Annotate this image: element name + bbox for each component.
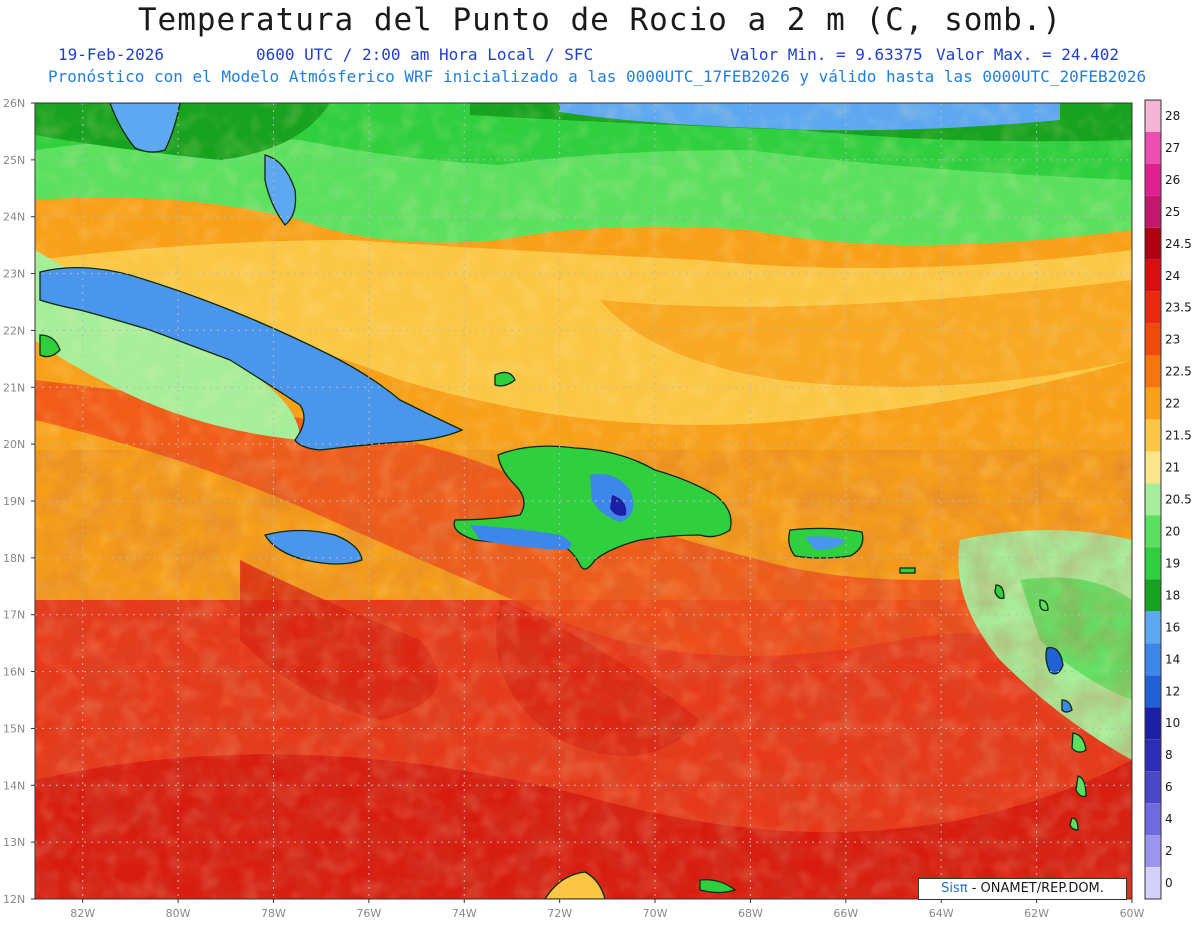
dewpoint-field	[35, 103, 1132, 899]
forecast-date: 19-Feb-2026	[58, 45, 164, 64]
lat-label: 25N	[3, 154, 25, 167]
legend-swatch	[1145, 515, 1161, 548]
lat-label: 21N	[3, 381, 25, 394]
lon-label: 76W	[356, 907, 381, 920]
legend-label: 22	[1165, 397, 1180, 411]
legend-label: 24	[1165, 269, 1180, 283]
lat-label: 23N	[3, 268, 25, 281]
legend-label: 27	[1165, 141, 1180, 155]
lat-label: 14N	[3, 779, 25, 792]
legend-label: 14	[1165, 652, 1180, 666]
legend-swatch	[1145, 195, 1161, 228]
legend-label: 23.5	[1165, 301, 1192, 315]
credit-box: Sisπ - ONAMET/REP.DOM.	[918, 878, 1127, 900]
min-value: Valor Min. = 9.63375	[730, 45, 923, 64]
legend-label: 23	[1165, 333, 1180, 347]
florida-peninsula	[109, 103, 181, 153]
legend-swatch	[1145, 163, 1161, 196]
legend-label: 10	[1165, 716, 1180, 730]
legend-label: 25	[1165, 205, 1180, 219]
lon-label: 60W	[1120, 907, 1145, 920]
lat-label: 18N	[3, 552, 25, 565]
sispi-logo-text: Sisπ	[941, 881, 968, 896]
jamaica-island	[264, 529, 363, 565]
color-legend: 2827262524.52423.52322.52221.52120.52019…	[1144, 99, 1192, 900]
legend-label: 20	[1165, 524, 1180, 538]
lat-label: 19N	[3, 495, 25, 508]
legend-swatch	[1145, 579, 1161, 612]
legend-label: 12	[1165, 684, 1180, 698]
legend-swatch	[1145, 675, 1161, 708]
legend-swatch	[1145, 259, 1161, 292]
lon-label: 78W	[261, 907, 286, 920]
legend-swatch	[1145, 611, 1161, 644]
latitude-labels: 26N 25N 24N 23N 22N 21N 20N 19N 18N 17N 16N 15N 14N 1…	[3, 97, 35, 906]
legend-label: 28	[1165, 109, 1180, 123]
legend-swatch	[1145, 323, 1161, 356]
legend-swatch	[1145, 451, 1161, 484]
lon-label: 70W	[643, 907, 668, 920]
model-description: Pronóstico con el Modelo Atmósferico WRF…	[48, 67, 1147, 86]
lat-label: 12N	[3, 893, 25, 906]
legend-label: 4	[1165, 812, 1173, 826]
lat-label: 13N	[3, 836, 25, 849]
legend-swatch	[1145, 803, 1161, 836]
legend-label: 0	[1165, 876, 1173, 890]
legend-swatch	[1145, 131, 1161, 164]
map-title: Temperatura del Punto de Rocio a 2 m (C,…	[137, 2, 1063, 38]
legend-label: 21	[1165, 461, 1180, 475]
legend-swatch	[1145, 483, 1161, 516]
legend-label: 16	[1165, 620, 1180, 634]
lon-label: 82W	[70, 907, 95, 920]
credit-text: - ONAMET/REP.DOM.	[967, 881, 1104, 896]
legend-swatch	[1145, 835, 1161, 868]
legend-swatch	[1145, 867, 1161, 899]
cuba-island	[39, 267, 464, 451]
legend-label: 19	[1165, 556, 1180, 570]
legend-label: 2	[1165, 844, 1173, 858]
lat-label: 17N	[3, 609, 25, 622]
legend-swatch	[1145, 419, 1161, 452]
lon-label: 74W	[452, 907, 477, 920]
legend-swatch	[1145, 291, 1161, 324]
longitude-labels: 82W 80W 78W 76W 74W 72W 70W 68W 66W 64W 62W 60W	[70, 899, 1145, 920]
lon-label: 72W	[547, 907, 572, 920]
lat-label: 15N	[3, 722, 25, 735]
lat-lon-grid	[35, 103, 1132, 899]
legend-swatch	[1145, 739, 1161, 772]
legend-label: 18	[1165, 588, 1180, 602]
lat-label: 26N	[3, 97, 25, 110]
legend-label: 21.5	[1165, 429, 1192, 443]
legend-label: 24.5	[1165, 237, 1192, 251]
lat-label: 24N	[3, 211, 25, 224]
lat-label: 22N	[3, 324, 25, 337]
legend-label: 20.5	[1165, 493, 1192, 507]
legend-swatch	[1145, 355, 1161, 388]
lon-label: 64W	[929, 907, 954, 920]
forecast-time: 0600 UTC / 2:00 am Hora Local / SFC	[256, 45, 594, 64]
legend-label: 26	[1165, 173, 1180, 187]
legend-swatch	[1145, 100, 1161, 132]
lat-label: 20N	[3, 438, 25, 451]
lon-label: 68W	[738, 907, 763, 920]
land-masses	[39, 103, 1087, 899]
max-value: Valor Max. = 24.402	[936, 45, 1120, 64]
legend-label: 22.5	[1165, 365, 1192, 379]
legend-swatch	[1145, 547, 1161, 580]
legend-label: 6	[1165, 780, 1173, 794]
legend-swatch	[1145, 771, 1161, 804]
legend-label: 8	[1165, 748, 1173, 762]
lon-label: 80W	[166, 907, 191, 920]
legend-swatch	[1145, 643, 1161, 676]
lon-label: 62W	[1024, 907, 1049, 920]
legend-swatch	[1145, 387, 1161, 420]
legend-swatch	[1145, 707, 1161, 740]
legend-swatch	[1145, 227, 1161, 260]
lat-label: 16N	[3, 666, 25, 679]
lon-label: 66W	[833, 907, 858, 920]
